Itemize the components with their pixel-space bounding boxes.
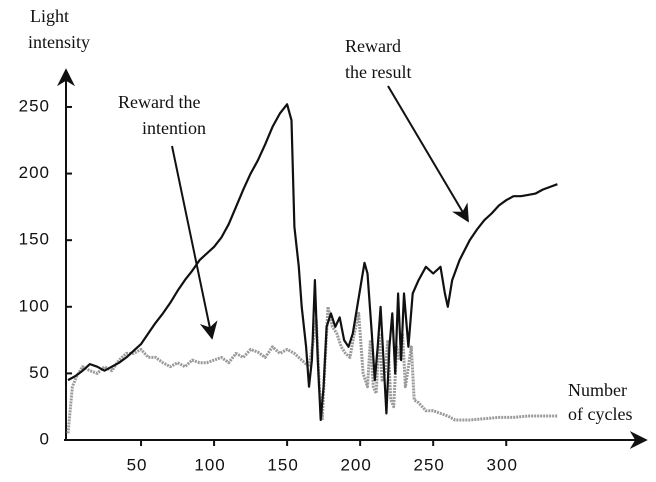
y-tick-label: 250	[19, 96, 50, 115]
data-line	[67, 103, 558, 422]
y-tick-label: 200	[19, 163, 50, 182]
y-tick-label: 100	[19, 296, 50, 315]
x-tick-label: 50	[127, 455, 148, 474]
y-axis-label: intensity	[28, 32, 90, 52]
annotation: intention	[142, 118, 206, 138]
y-tick-label: 150	[19, 230, 50, 249]
y-axis-label: Light	[30, 6, 69, 26]
x-tick-label: 250	[414, 455, 445, 474]
data-line	[66, 305, 558, 434]
annotation: the result	[345, 62, 411, 82]
x-tick-label: 300	[487, 455, 518, 474]
y-tick-label: 50	[29, 363, 50, 382]
x-tick-label: 100	[194, 455, 225, 474]
x-axis-label: of cycles	[568, 404, 632, 424]
x-tick-label: 200	[340, 455, 371, 474]
annotation-arrow	[387, 85, 469, 223]
x-axis-label: Number	[568, 380, 627, 400]
annotation: Reward the	[118, 92, 200, 112]
annotation: Reward	[345, 36, 401, 56]
y-tick-label: 0	[40, 429, 50, 448]
x-tick-label: 150	[267, 455, 298, 474]
annotation-arrow	[171, 145, 218, 340]
